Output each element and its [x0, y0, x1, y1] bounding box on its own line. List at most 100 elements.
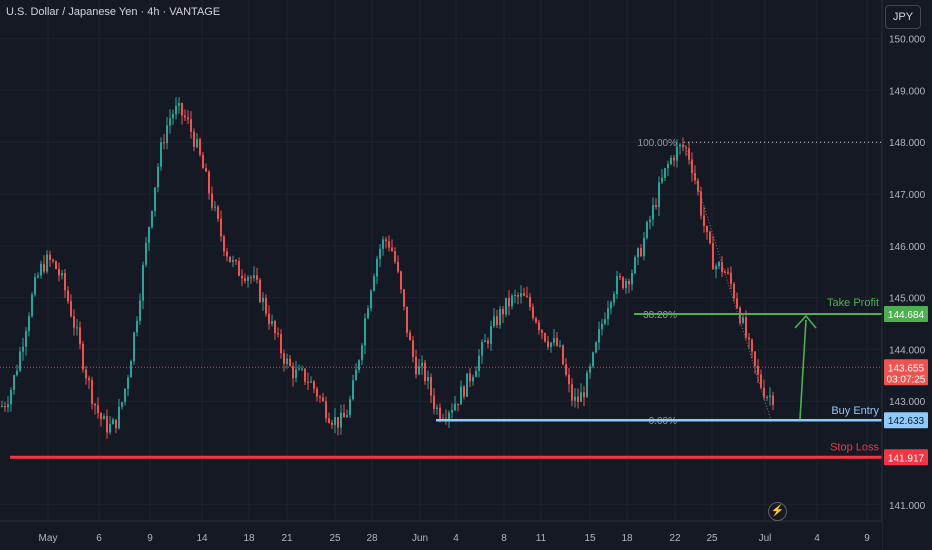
price-tick-label: 150.000 [889, 35, 926, 46]
candle-body [622, 277, 624, 289]
candle-body [658, 182, 660, 208]
time-tick-label: May [39, 533, 58, 544]
lightning-bolt-icon[interactable]: ⚡ [768, 502, 787, 521]
candlestick-series [1, 97, 774, 439]
candle-body [7, 404, 9, 408]
bar-countdown: 03:07:25 [887, 374, 926, 385]
candle-body [505, 297, 507, 315]
candle-body [157, 166, 159, 188]
candle-body [94, 403, 96, 406]
candle-body [397, 261, 399, 272]
time-tick-label: 18 [621, 533, 633, 544]
price-tick-label: 148.000 [889, 138, 926, 149]
candle-body [67, 290, 69, 302]
time-tick-label: 22 [669, 533, 681, 544]
candle-body [625, 280, 627, 289]
candle-body [538, 322, 540, 331]
candle-body [151, 211, 153, 228]
candle-body [301, 368, 303, 370]
candle-body [286, 358, 288, 364]
target-arrow-head [794, 314, 817, 329]
candle-body [643, 237, 645, 257]
time-tick-label: 4 [814, 533, 820, 544]
buy-entry-price-tag: 142.633 [888, 416, 925, 427]
stop-loss-label: Stop Loss [830, 441, 879, 453]
candle-body [136, 320, 138, 333]
candle-body [172, 114, 174, 119]
candle-body [49, 254, 51, 260]
candle-body [724, 272, 726, 274]
candle-body [13, 375, 15, 391]
candle-body [310, 381, 312, 383]
candle-body [97, 405, 99, 414]
candle-body [112, 419, 114, 425]
time-tick-label: 28 [366, 533, 378, 544]
fib-0-label: 0.00% [649, 416, 677, 427]
candle-body [664, 168, 666, 178]
candle-body [556, 337, 558, 346]
time-axis[interactable]: May 6 9 14 18 21 25 28 Jun 4 8 11 15 18 22 25 Jul 4 9 [0, 520, 882, 550]
candle-body [451, 410, 453, 413]
candle-body [313, 381, 315, 389]
candle-body [478, 355, 480, 371]
candle-body [706, 225, 708, 232]
candle-body [439, 407, 441, 419]
candle-body [727, 272, 729, 274]
candle-body [733, 284, 735, 299]
candle-body [292, 365, 294, 379]
candle-body [31, 294, 33, 317]
currency-button[interactable]: JPY [885, 5, 921, 29]
candle-body [295, 369, 297, 379]
candle-body [712, 243, 714, 270]
candle-body [514, 295, 516, 297]
candle-body [757, 365, 759, 375]
candle-body [559, 345, 561, 347]
candle-body [325, 401, 327, 419]
fib-trend-line [683, 142, 772, 421]
candle-body [235, 260, 237, 262]
candle-body [448, 412, 450, 419]
candle-body [238, 261, 240, 276]
candle-body [43, 263, 45, 272]
candle-body [655, 204, 657, 208]
candle-body [607, 308, 609, 320]
time-axis-background [0, 521, 882, 550]
candle-body [688, 148, 690, 160]
time-tick-label: 18 [243, 533, 255, 544]
candle-body [586, 372, 588, 398]
chart-drawings: 100.00% 38.20% 0.00% Take Profit Buy Entry St… [0, 138, 882, 459]
candle-body [337, 417, 339, 428]
candle-body [718, 261, 720, 267]
candle-body [307, 381, 309, 383]
candle-body [523, 293, 525, 296]
candle-body [37, 275, 39, 278]
current-price-tag: 143.655 [888, 363, 925, 374]
candle-body [106, 416, 108, 433]
candle-body [457, 403, 459, 405]
candle-body [640, 248, 642, 257]
candle-body [244, 278, 246, 281]
candle-body [28, 316, 30, 332]
candle-body [133, 332, 135, 362]
candle-body [613, 294, 615, 303]
candle-body [61, 273, 63, 276]
candle-body [40, 263, 42, 276]
candle-body [709, 231, 711, 244]
candle-body [646, 222, 648, 238]
time-tick-label: 9 [147, 533, 153, 544]
candle-body [175, 105, 177, 115]
candle-body [52, 259, 54, 262]
price-axis[interactable]: 150.000 149.000 148.000 147.000 146.000 145.0… [881, 0, 932, 550]
candle-body [250, 277, 252, 279]
candle-body [364, 318, 366, 346]
candle-body [493, 316, 495, 327]
candle-body [562, 345, 564, 365]
candle-body [394, 251, 396, 262]
candle-body [382, 239, 384, 249]
candle-body [259, 279, 261, 302]
candle-body [184, 115, 186, 118]
candle-body [472, 376, 474, 382]
candle-body [520, 293, 522, 297]
candle-body [130, 361, 132, 378]
